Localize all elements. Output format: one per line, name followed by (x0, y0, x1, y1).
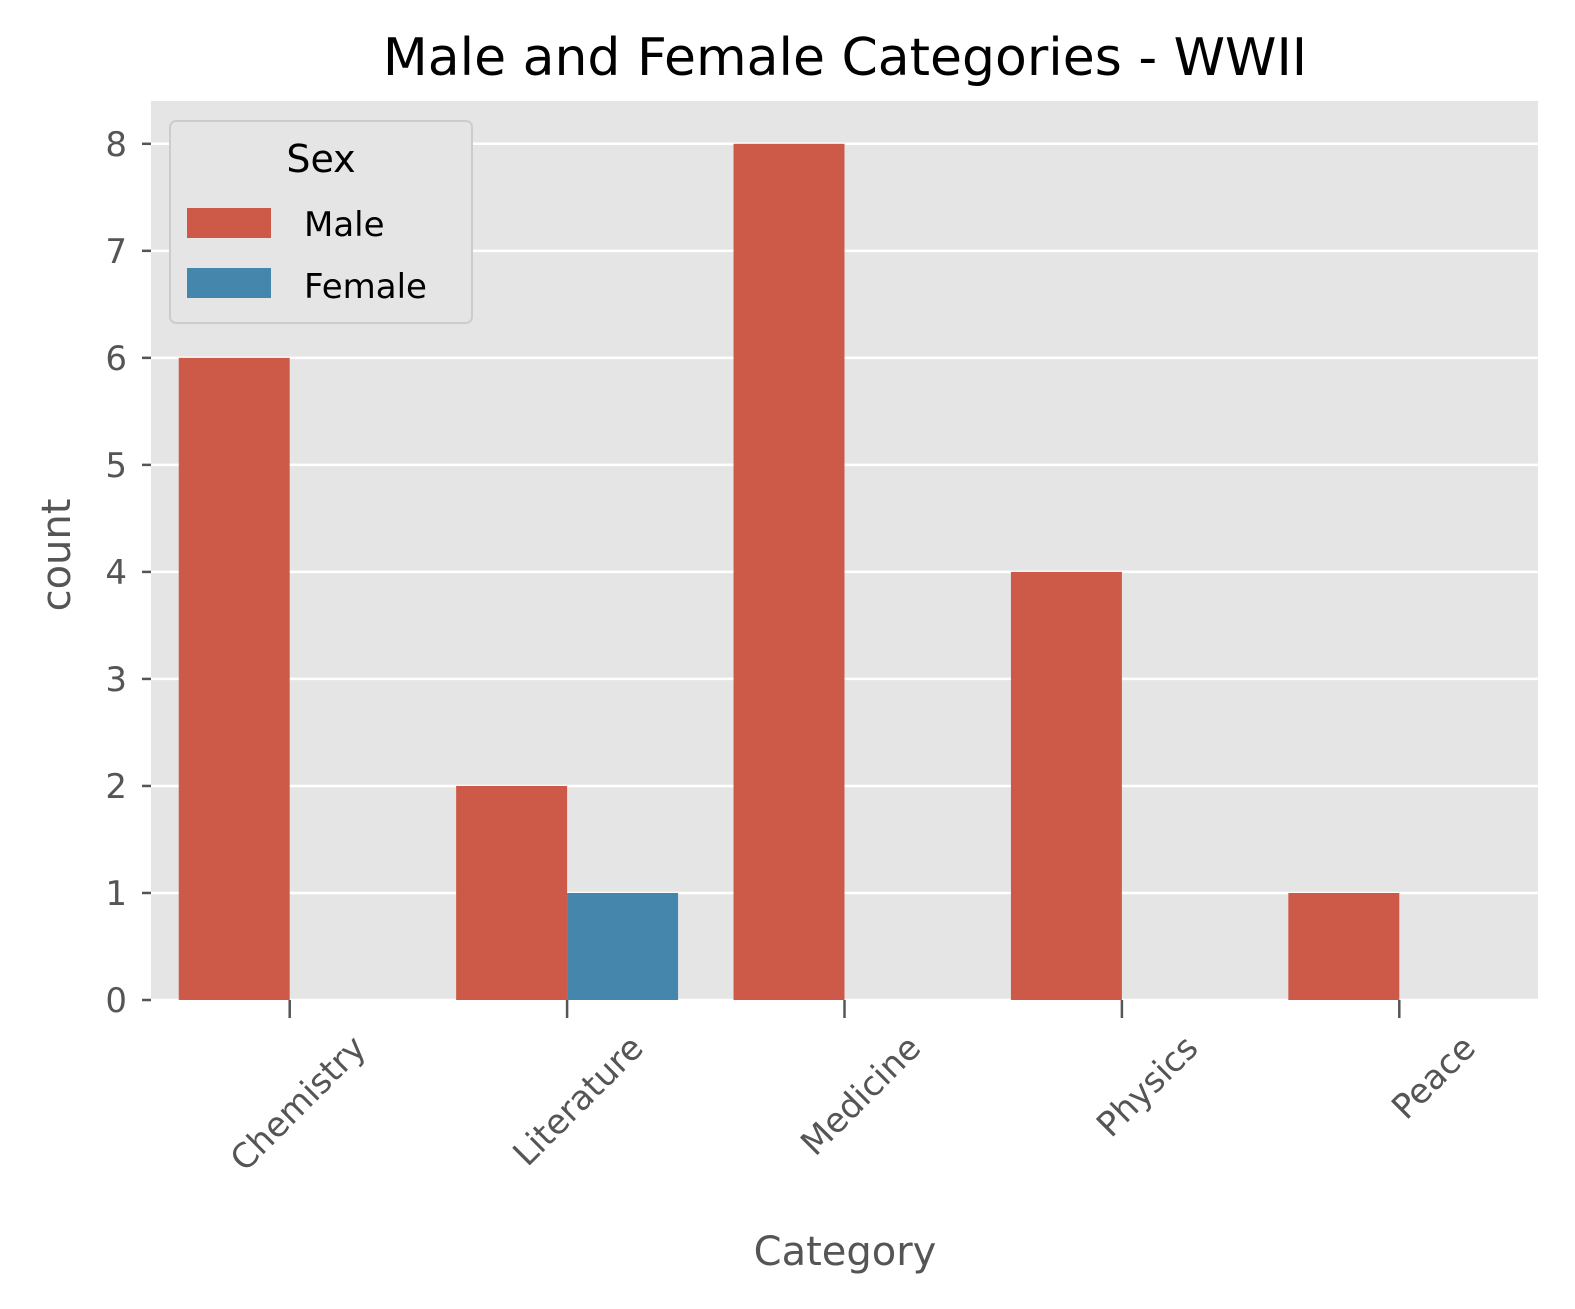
y-tick-label: 1 (105, 874, 127, 914)
bars (178, 143, 1400, 1001)
bar-male-medicine (733, 143, 845, 1001)
legend-swatch-male (187, 208, 271, 238)
chart-title: Male and Female Categories - WWII (383, 28, 1307, 88)
legend-title: Sex (286, 137, 355, 181)
y-axis-label: count (34, 499, 80, 612)
bar-male-physics (1010, 571, 1122, 1000)
x-axis: Chemistry Literature Medicine Physics Peace (223, 1000, 1484, 1179)
bar-male-peace (1288, 892, 1400, 1000)
bar-male-chemistry (178, 357, 290, 1000)
legend-label-female: Female (304, 267, 427, 307)
bar-female-literature (567, 892, 679, 1000)
x-tick-label: Chemistry (223, 1028, 374, 1179)
y-tick-label: 0 (105, 981, 127, 1021)
y-tick-label: 5 (105, 446, 127, 486)
y-tick-label: 3 (105, 660, 127, 700)
x-tick-label: Literature (505, 1028, 651, 1174)
legend-swatch-female (187, 268, 271, 298)
x-tick-label: Physics (1089, 1028, 1206, 1145)
x-tick-label: Peace (1384, 1028, 1483, 1127)
y-tick-label: 7 (105, 232, 127, 272)
y-tick-label: 2 (105, 767, 127, 807)
legend-label-male: Male (304, 205, 385, 245)
y-axis: 0 1 2 3 4 5 6 7 8 (105, 125, 151, 1021)
y-tick-label: 8 (105, 125, 127, 165)
x-axis-label: Category (754, 1229, 937, 1275)
y-tick-label: 6 (105, 339, 127, 379)
x-tick-label: Medicine (793, 1028, 929, 1164)
y-tick-label: 4 (105, 553, 127, 593)
legend: Sex Male Female (169, 120, 473, 324)
bar-male-literature (456, 785, 568, 1000)
